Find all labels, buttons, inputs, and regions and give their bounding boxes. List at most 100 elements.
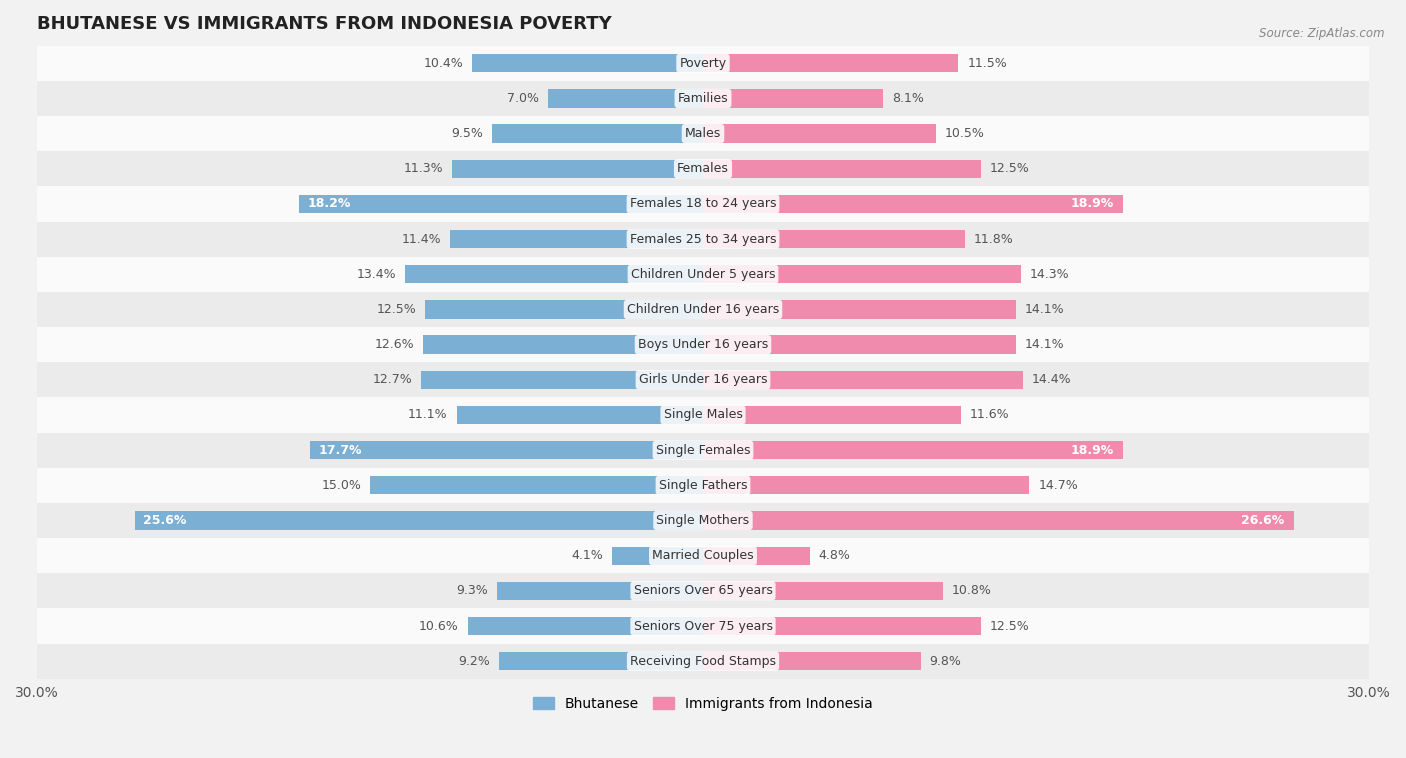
Bar: [37, 292, 1369, 327]
Bar: [703, 230, 965, 249]
Bar: [135, 512, 703, 530]
Text: 25.6%: 25.6%: [143, 514, 187, 527]
Bar: [426, 300, 703, 318]
Text: 18.9%: 18.9%: [1070, 443, 1114, 456]
Bar: [450, 230, 703, 249]
Text: 15.0%: 15.0%: [321, 479, 361, 492]
Text: 12.6%: 12.6%: [375, 338, 415, 351]
Bar: [37, 362, 1369, 397]
Text: 14.7%: 14.7%: [1038, 479, 1078, 492]
Text: 12.7%: 12.7%: [373, 373, 412, 387]
Bar: [37, 468, 1369, 503]
Bar: [468, 617, 703, 635]
Text: Married Couples: Married Couples: [652, 549, 754, 562]
Bar: [496, 581, 703, 600]
Bar: [703, 406, 960, 424]
Text: 8.1%: 8.1%: [891, 92, 924, 105]
Text: Single Mothers: Single Mothers: [657, 514, 749, 527]
Text: 12.5%: 12.5%: [990, 619, 1029, 632]
Bar: [492, 124, 703, 143]
Text: 11.5%: 11.5%: [967, 57, 1007, 70]
Text: 14.1%: 14.1%: [1025, 303, 1064, 316]
Bar: [37, 644, 1369, 678]
Text: 7.0%: 7.0%: [506, 92, 538, 105]
Bar: [703, 652, 921, 670]
Text: 18.9%: 18.9%: [1070, 197, 1114, 211]
Bar: [37, 81, 1369, 116]
Bar: [703, 371, 1022, 389]
Text: Children Under 5 years: Children Under 5 years: [631, 268, 775, 280]
Bar: [453, 160, 703, 178]
Text: 17.7%: 17.7%: [319, 443, 363, 456]
Text: Females 25 to 34 years: Females 25 to 34 years: [630, 233, 776, 246]
Bar: [703, 265, 1021, 283]
Text: Source: ZipAtlas.com: Source: ZipAtlas.com: [1260, 27, 1385, 39]
Text: 9.2%: 9.2%: [458, 655, 489, 668]
Text: 12.5%: 12.5%: [377, 303, 416, 316]
Bar: [37, 257, 1369, 292]
Bar: [457, 406, 703, 424]
Bar: [547, 89, 703, 108]
Bar: [405, 265, 703, 283]
Text: Females: Females: [678, 162, 728, 175]
Bar: [309, 441, 703, 459]
Bar: [703, 336, 1017, 354]
Bar: [37, 397, 1369, 433]
Text: 10.5%: 10.5%: [945, 127, 984, 140]
Bar: [423, 336, 703, 354]
Bar: [703, 476, 1029, 494]
Text: 18.2%: 18.2%: [308, 197, 352, 211]
Text: Males: Males: [685, 127, 721, 140]
Bar: [499, 652, 703, 670]
Bar: [703, 89, 883, 108]
Text: 13.4%: 13.4%: [357, 268, 396, 280]
Text: Receiving Food Stamps: Receiving Food Stamps: [630, 655, 776, 668]
Bar: [703, 512, 1294, 530]
Bar: [612, 547, 703, 565]
Text: Girls Under 16 years: Girls Under 16 years: [638, 373, 768, 387]
Text: 9.5%: 9.5%: [451, 127, 484, 140]
Bar: [703, 54, 959, 73]
Bar: [703, 195, 1122, 213]
Bar: [703, 300, 1017, 318]
Text: 10.8%: 10.8%: [952, 584, 991, 597]
Bar: [472, 54, 703, 73]
Bar: [37, 327, 1369, 362]
Text: Families: Families: [678, 92, 728, 105]
Text: 14.1%: 14.1%: [1025, 338, 1064, 351]
Bar: [37, 151, 1369, 186]
Bar: [37, 186, 1369, 221]
Text: 10.6%: 10.6%: [419, 619, 458, 632]
Bar: [703, 160, 980, 178]
Text: Single Fathers: Single Fathers: [659, 479, 747, 492]
Text: Children Under 16 years: Children Under 16 years: [627, 303, 779, 316]
Text: 26.6%: 26.6%: [1241, 514, 1285, 527]
Bar: [37, 538, 1369, 573]
Bar: [37, 503, 1369, 538]
Bar: [703, 581, 943, 600]
Legend: Bhutanese, Immigrants from Indonesia: Bhutanese, Immigrants from Indonesia: [527, 691, 879, 716]
Bar: [703, 617, 980, 635]
Text: 14.4%: 14.4%: [1032, 373, 1071, 387]
Bar: [37, 45, 1369, 81]
Bar: [37, 433, 1369, 468]
Text: 14.3%: 14.3%: [1029, 268, 1069, 280]
Text: 9.3%: 9.3%: [456, 584, 488, 597]
Bar: [37, 573, 1369, 609]
Bar: [37, 116, 1369, 151]
Text: 11.4%: 11.4%: [401, 233, 441, 246]
Text: Seniors Over 75 years: Seniors Over 75 years: [634, 619, 772, 632]
Text: 11.6%: 11.6%: [970, 409, 1010, 421]
Text: 10.4%: 10.4%: [423, 57, 463, 70]
Bar: [370, 476, 703, 494]
Bar: [420, 371, 703, 389]
Text: BHUTANESE VS IMMIGRANTS FROM INDONESIA POVERTY: BHUTANESE VS IMMIGRANTS FROM INDONESIA P…: [37, 15, 612, 33]
Bar: [703, 547, 810, 565]
Text: 9.8%: 9.8%: [929, 655, 962, 668]
Text: Single Males: Single Males: [664, 409, 742, 421]
Bar: [703, 124, 936, 143]
Text: Females 18 to 24 years: Females 18 to 24 years: [630, 197, 776, 211]
Text: Single Females: Single Females: [655, 443, 751, 456]
Text: 4.8%: 4.8%: [818, 549, 851, 562]
Text: 12.5%: 12.5%: [990, 162, 1029, 175]
